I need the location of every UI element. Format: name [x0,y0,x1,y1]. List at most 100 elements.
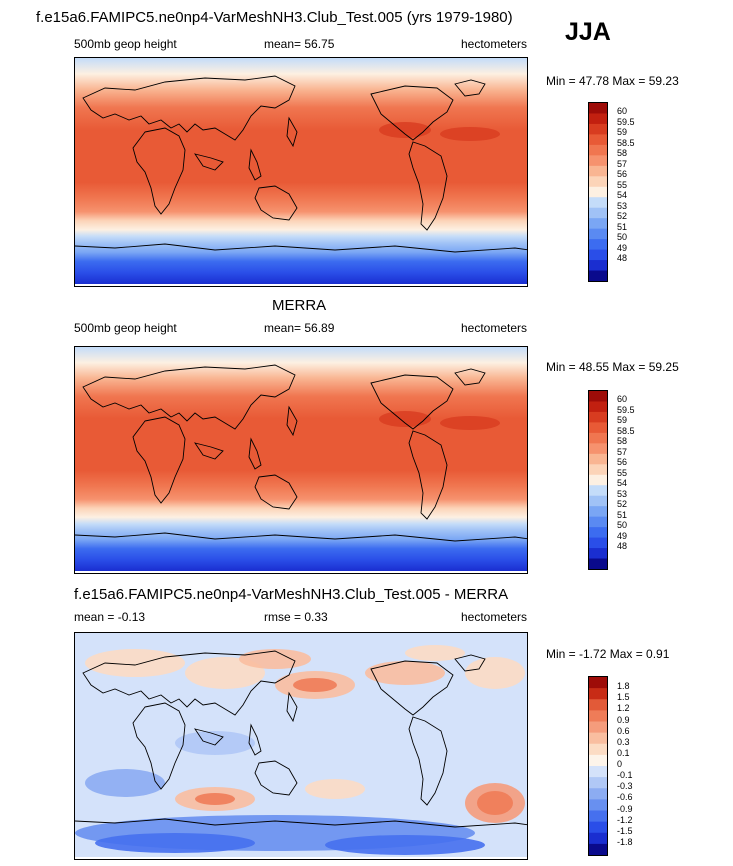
coastline [254,185,298,221]
colorbar-swatch [589,197,607,209]
coastline [193,153,224,171]
colorbar-swatch [589,558,607,569]
coastline [193,442,224,460]
difference-anomaly [405,645,465,661]
colorbar-swatch [589,155,607,167]
panel3-rmse: rmse = 0.33 [264,610,328,624]
colorbar-tick-label: 49 [617,242,628,253]
colorbar-tick-label: 58.5 [617,137,635,148]
colorbar-tick-label: 51 [617,509,628,520]
colorbar-tick-label: 59.5 [617,404,635,415]
difference-anomaly [305,779,365,799]
colorbar-swatch [589,527,607,539]
panel3-colorbar [588,676,608,856]
height-field [75,347,527,571]
coastline [408,716,448,806]
colorbar-swatch [589,401,607,413]
panel3-mean: mean = -0.13 [74,610,146,624]
colorbar-swatch [589,432,607,444]
colorbar-swatch [589,485,607,497]
coastline [132,127,186,215]
coastline [454,79,486,97]
panel2-colorbar [588,390,608,570]
colorbar-tick-label: -0.1 [617,770,633,781]
coastline [370,85,454,141]
colorbar-tick-label: 56 [617,169,628,180]
coastline [82,650,296,716]
colorbar-swatch [589,743,607,756]
colorbar-tick-label: 57 [617,446,628,457]
colorbar-swatch [589,688,607,700]
coastline [82,364,296,430]
coastline [454,654,486,672]
colorbar-tick-label: -1.2 [617,814,633,825]
coastline [248,723,262,756]
difference-anomaly [85,769,165,797]
difference-anomaly [293,678,337,692]
colorbar-tick-label: 53 [617,488,628,499]
colorbar-tick-label: -0.3 [617,781,633,792]
height-field [75,58,527,284]
colorbar-tick-label: 0.1 [617,747,630,758]
colorbar-tick-label: 1.2 [617,703,630,714]
colorbar-swatch [589,495,607,507]
colorbar-swatch [589,249,607,261]
coastline [254,474,298,510]
colorbar-tick-label: 54 [617,478,628,489]
colorbar-tick-label: 57 [617,158,628,169]
panel2-minmax: Min = 48.55 Max = 59.25 [546,360,679,374]
colorbar-swatch [589,810,607,823]
height-maximum [440,416,500,430]
difference-anomaly [239,649,311,669]
colorbar-tick-label: 52 [617,211,628,222]
panel2-mean: mean= 56.89 [264,321,335,335]
coastline [370,660,454,716]
colorbar-swatch [589,113,607,125]
season-label: JJA [565,18,611,46]
colorbar-tick-label: -0.9 [617,803,633,814]
colorbar-swatch [589,144,607,156]
colorbar-swatch [589,165,607,177]
colorbar-tick-label: 59 [617,415,628,426]
colorbar-swatch [589,537,607,549]
colorbar-swatch [589,218,607,230]
coastline [286,691,298,723]
panel3-units: hectometers [461,610,528,624]
colorbar-tick-label: 55 [617,467,628,478]
colorbar-tick-label: 58 [617,148,628,159]
colorbar-swatch [589,411,607,423]
panel1-colorbar [588,102,608,282]
colorbar-swatch [589,134,607,146]
height-maximum [379,411,431,427]
main-title: f.e15a6.FAMIPC5.ne0np4-VarMeshNH3.Club_T… [36,9,513,26]
colorbar-swatch [589,474,607,486]
colorbar-swatch [589,443,607,455]
colorbar-tick-label: 59 [617,127,628,138]
coastline [248,437,262,470]
colorbar-swatch [589,239,607,251]
height-maximum [379,122,431,138]
coastline [75,532,527,542]
colorbar-tick-label: 59.5 [617,116,635,127]
difference-anomaly [325,835,485,855]
coastline [82,75,296,141]
coastline [132,702,186,790]
colorbar-tick-label: -0.6 [617,792,633,803]
coastline [254,760,298,796]
difference-anomaly [465,657,525,689]
colorbar-tick-label: 48 [617,541,628,552]
colorbar-swatch [589,422,607,434]
colorbar-swatch [589,699,607,711]
colorbar-tick-label: 58 [617,436,628,447]
colorbar-tick-label: 1.5 [617,692,630,703]
colorbar-tick-label: 56 [617,457,628,468]
colorbar-tick-label: 0.6 [617,725,630,736]
colorbar-tick-label: 0 [617,759,623,769]
colorbar-swatch [589,207,607,219]
colorbar-swatch [589,270,607,281]
panel2-variable-label: 500mb geop height [74,321,177,335]
colorbar-swatch [589,186,607,198]
difference-anomaly [95,833,255,853]
difference-anomaly [365,661,445,685]
colorbar-tick-label: 60 [617,106,628,117]
